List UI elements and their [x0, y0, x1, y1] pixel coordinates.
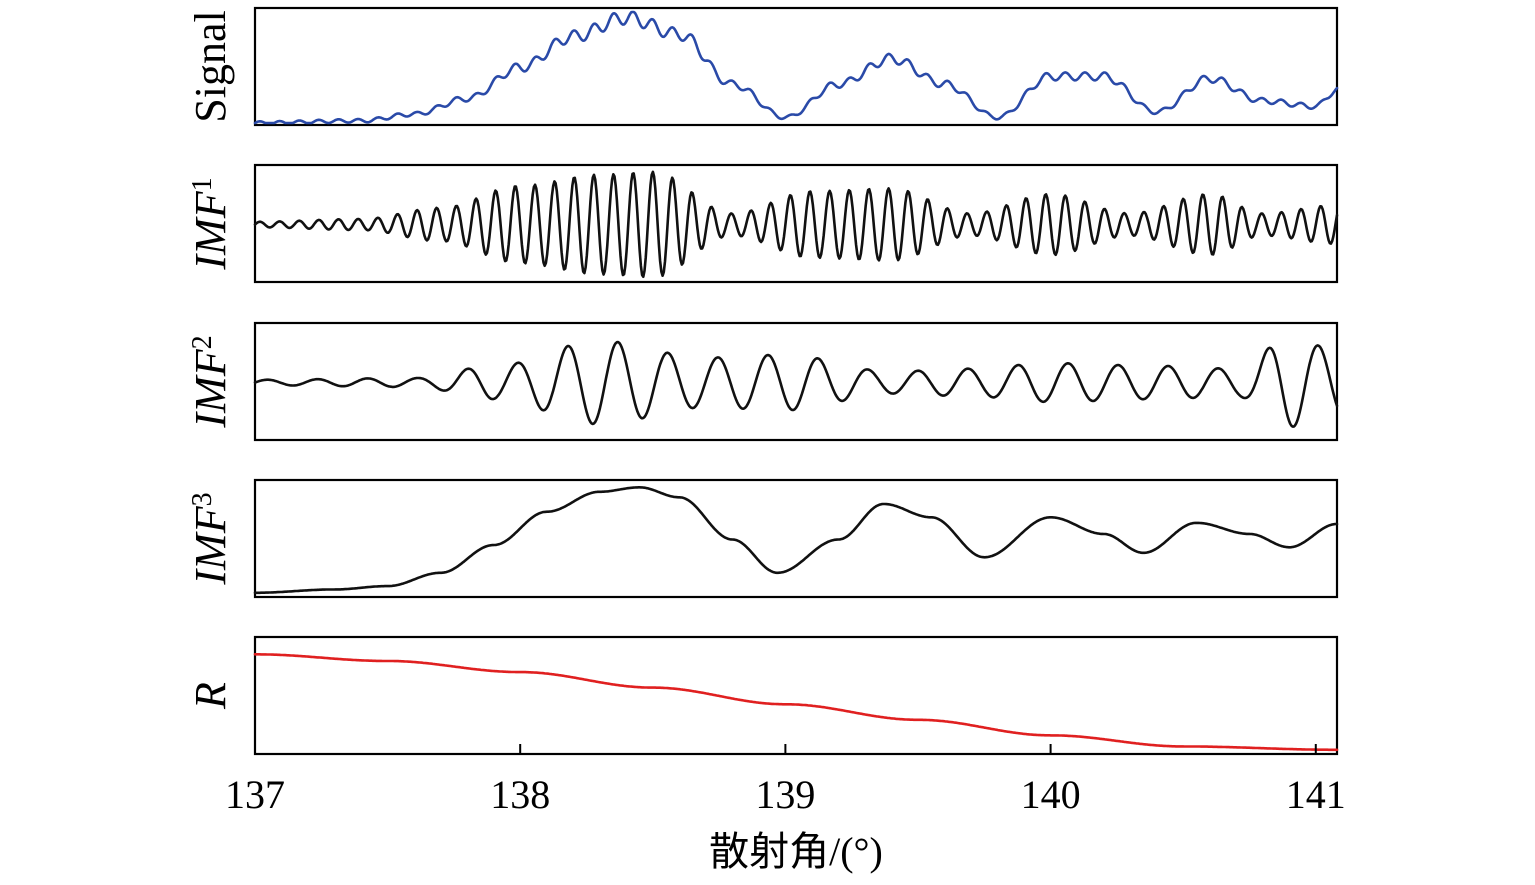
x-tick-label: 138: [490, 772, 550, 817]
series-line-imf3: [253, 486, 1339, 595]
y-axis-label-imf1: IMF1: [186, 177, 235, 270]
panel-imf2: IMF2: [186, 321, 1339, 442]
x-tick-label: 139: [755, 772, 815, 817]
panel-frame: [253, 478, 1339, 599]
panel-signal: Signal: [186, 6, 1339, 127]
y-axis-label-imf2: IMF2: [186, 335, 235, 428]
panel-imf1: IMF1: [186, 163, 1339, 284]
x-axis-label: 散射角/(°): [709, 829, 883, 874]
x-axis: 137 138 139 140 141: [225, 744, 1346, 817]
x-tick-label: 137: [225, 772, 285, 817]
series-line-imf1: [253, 170, 1339, 278]
series-line-imf2: [253, 340, 1339, 428]
x-tick-label: 141: [1286, 772, 1346, 817]
y-axis-label-imf3: IMF3: [186, 492, 235, 585]
x-tick-label: 140: [1021, 772, 1081, 817]
panel-frame: [253, 635, 1339, 756]
panel-frame: [253, 321, 1339, 442]
y-axis-label-residual: R: [186, 682, 235, 710]
panel-imf3: IMF3: [186, 478, 1339, 599]
panels: Signal IMF1 IMF2 IMF3 R: [186, 6, 1339, 756]
panel-frame: [253, 6, 1339, 127]
series-line-signal: [253, 10, 1339, 125]
series-line-residual: [253, 653, 1339, 752]
y-axis-label-signal: Signal: [186, 10, 235, 122]
panel-residual: R: [186, 635, 1339, 756]
